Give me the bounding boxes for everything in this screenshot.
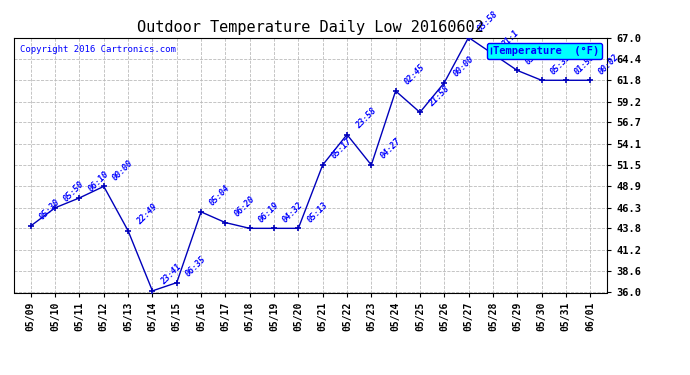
- Text: 02:45: 02:45: [402, 63, 426, 87]
- Text: 06:10: 06:10: [86, 170, 110, 194]
- Text: Copyright 2016 Cartronics.com: Copyright 2016 Cartronics.com: [20, 45, 176, 54]
- Legend: Temperature  (°F): Temperature (°F): [487, 43, 602, 59]
- Text: 03:58: 03:58: [475, 9, 500, 33]
- Text: 05:17: 05:17: [330, 137, 354, 161]
- Text: 22:49: 22:49: [135, 202, 159, 226]
- Title: Outdoor Temperature Daily Low 20160602: Outdoor Temperature Daily Low 20160602: [137, 20, 484, 35]
- Text: 05:30: 05:30: [38, 198, 62, 222]
- Text: 06:35: 06:35: [184, 254, 208, 279]
- Text: 06:20: 06:20: [233, 194, 257, 218]
- Text: 21:1: 21:1: [500, 29, 520, 50]
- Text: 23:58: 23:58: [354, 106, 378, 130]
- Text: 05:31: 05:31: [549, 52, 573, 76]
- Text: 00:00: 00:00: [451, 54, 475, 79]
- Text: 04:32: 04:32: [281, 200, 305, 224]
- Text: 23:41: 23:41: [159, 262, 184, 287]
- Text: 00:02: 00:02: [597, 52, 621, 76]
- Text: 05:13: 05:13: [305, 200, 329, 224]
- Text: 05:04: 05:04: [208, 184, 232, 208]
- Text: 00:00: 00:00: [110, 158, 135, 182]
- Text: 06:19: 06:19: [257, 200, 281, 224]
- Text: 21:58: 21:58: [427, 84, 451, 108]
- Text: 05:31: 05:31: [524, 42, 548, 66]
- Text: 05:50: 05:50: [62, 180, 86, 204]
- Text: 04:27: 04:27: [378, 137, 402, 161]
- Text: 01:50: 01:50: [573, 52, 597, 76]
